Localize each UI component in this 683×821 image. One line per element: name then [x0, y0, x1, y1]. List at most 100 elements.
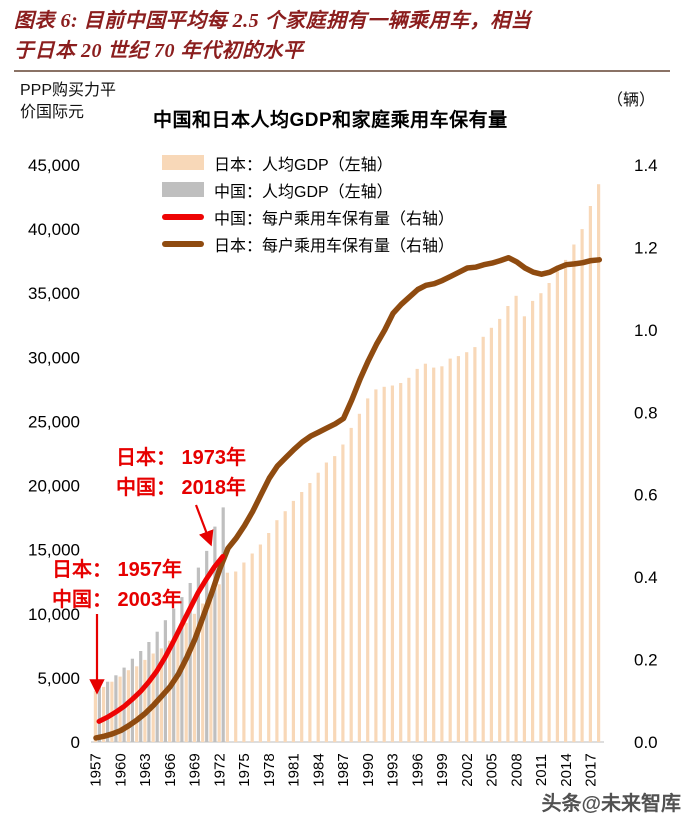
- japan-gdp-bar: [597, 184, 601, 742]
- japan-gdp-bar: [440, 366, 444, 742]
- china-gdp-bar: [97, 686, 101, 742]
- legend-item: 中国：每户乘用车保有量（右轴）: [162, 203, 454, 230]
- japan-gdp-bar: [102, 686, 106, 742]
- japan-gdp-bar: [489, 327, 493, 742]
- left-axis-tick-label: 30,000: [28, 348, 80, 367]
- japan-gdp-bar: [588, 206, 592, 742]
- right-axis-tick-label: 0.8: [634, 403, 658, 422]
- japan-gdp-bar: [382, 386, 386, 742]
- japan-gdp-bar: [283, 511, 287, 742]
- left-axis-tick-label: 0: [71, 733, 80, 752]
- japan-gdp-bar: [135, 666, 139, 742]
- japan-gdp-bar: [390, 385, 394, 742]
- japan-gdp-bar: [580, 229, 584, 743]
- chart-legend: 日本：人均GDP（左轴） 中国：人均GDP（左轴） 中国：每户乘用车保有量（右轴） 日…: [162, 149, 454, 257]
- legend-label: 日本：人均GDP（左轴）: [214, 156, 393, 174]
- china-gdp-bar: [188, 583, 192, 742]
- japan-gdp-bar: [572, 244, 576, 742]
- left-axis-tick-label: 45,000: [28, 156, 80, 175]
- japan-gdp-bar: [217, 584, 221, 742]
- japan-gdp-bar: [308, 483, 312, 742]
- legend-label: 中国：人均GDP（左轴）: [214, 183, 393, 201]
- china-gdp-bar: [163, 620, 167, 742]
- japan-gdp-bar: [539, 293, 543, 742]
- japan-gdp-bar: [267, 533, 271, 742]
- japan-gdp-bar: [407, 377, 411, 742]
- china-gdp-bar: [196, 567, 200, 742]
- x-axis-tick-label: 1978: [261, 753, 278, 786]
- figure-title-line2: 于日本 20 世纪 70 年代初的水平: [14, 40, 304, 62]
- right-axis-tick-label: 0.2: [634, 651, 658, 670]
- china-gdp-bar: [172, 608, 176, 742]
- japan-gdp-bar: [93, 690, 97, 742]
- japan-gdp-bar: [242, 562, 246, 742]
- figure-title: 图表 6: 目前中国平均每 2.5 个家庭拥有一辆乘用车，相当 于日本 20 世…: [14, 6, 672, 66]
- left-axis-tick-label: 15,000: [28, 541, 80, 560]
- legend-swatch-bar: [162, 182, 204, 197]
- japan-gdp-bar: [473, 347, 477, 742]
- right-axis-unit-label: （辆）: [606, 92, 655, 109]
- x-axis-tick-label: 1984: [310, 753, 327, 786]
- x-axis-tick-label: 1999: [434, 753, 451, 786]
- japan-gdp-bar: [514, 295, 518, 742]
- japan-gdp-bar: [456, 356, 460, 742]
- japan-gdp-bar: [349, 427, 353, 742]
- japan-gdp-bar: [432, 367, 436, 742]
- japan-gdp-bar: [399, 383, 403, 742]
- left-axis-unit-line2: 价国际元: [20, 104, 85, 121]
- china-gdp-bar: [205, 550, 209, 742]
- x-axis-tick-label: 1975: [236, 753, 253, 786]
- x-axis-tick-label: 1966: [162, 753, 179, 786]
- japan-gdp-bar: [151, 653, 155, 742]
- left-axis-unit-line1: PPP购买力平: [20, 82, 117, 99]
- callout-annotation: 日本： 1973年 中国： 2018年: [116, 443, 246, 503]
- japan-gdp-bar: [126, 670, 130, 742]
- header-divider: [14, 70, 670, 72]
- japan-gdp-bar: [209, 594, 213, 742]
- x-axis-tick-label: 1969: [187, 753, 204, 786]
- china-gdp-bar: [147, 642, 151, 742]
- x-axis-tick-label: 1981: [286, 753, 303, 786]
- china-gdp-bar: [221, 507, 225, 742]
- japan-cars-line: [93, 254, 603, 741]
- japan-gdp-bar: [357, 413, 361, 742]
- china-cars-line: [96, 554, 226, 724]
- left-axis-tick-label: 20,000: [28, 477, 80, 496]
- callout-line: 中国： 2018年: [116, 477, 247, 499]
- x-axis-tick-label: 1990: [360, 753, 377, 786]
- left-axis-tick-label: 35,000: [28, 284, 80, 303]
- figure-title-line1: 图表 6: 目前中国平均每 2.5 个家庭拥有一辆乘用车，相当: [14, 10, 532, 32]
- japan-gdp-bar: [341, 444, 345, 742]
- japan-gdp-bar: [564, 259, 568, 742]
- left-axis-tick-label: 5,000: [37, 669, 80, 688]
- right-axis-tick-label: 1.2: [634, 238, 658, 257]
- left-axis-tick-label: 10,000: [28, 605, 80, 624]
- callout-line: 中国： 2003年: [52, 589, 183, 611]
- japan-gdp-bar: [531, 300, 535, 742]
- japan-gdp-bar: [143, 659, 147, 742]
- china-gdp-bar: [114, 675, 118, 742]
- x-axis-tick-label: 1963: [137, 753, 154, 786]
- japan-gdp-bar: [250, 553, 254, 742]
- japan-gdp-bar: [415, 368, 419, 742]
- x-axis-tick-label: 2002: [459, 753, 476, 786]
- left-axis-tick-label: 25,000: [28, 412, 80, 431]
- japan-gdp-bar: [201, 603, 205, 742]
- legend-item: 日本：每户乘用车保有量（右轴）: [162, 230, 454, 257]
- x-axis-tick-label: 2011: [533, 754, 550, 786]
- legend-swatch-line: [162, 240, 204, 247]
- x-axis-tick-label: 2014: [558, 753, 575, 786]
- japan-gdp-bar: [316, 472, 320, 742]
- left-axis-tick-label: 40,000: [28, 220, 80, 239]
- callout-annotation: 日本： 1957年 中国： 2003年: [52, 555, 182, 615]
- x-axis-tick-label: 1993: [385, 753, 402, 786]
- japan-gdp-bar: [275, 520, 279, 742]
- x-axis-tick-label: 1960: [112, 753, 129, 786]
- right-axis-tick-label: 1.4: [634, 156, 658, 175]
- japan-gdp-bar: [258, 544, 262, 742]
- japan-gdp-bar: [374, 389, 378, 742]
- annotation-arrow-top: [194, 504, 214, 547]
- japan-gdp-bar: [366, 398, 370, 742]
- japan-gdp-bar: [333, 456, 337, 742]
- chart-title: 中国和日本人均GDP和家庭乘用车保有量: [153, 110, 508, 131]
